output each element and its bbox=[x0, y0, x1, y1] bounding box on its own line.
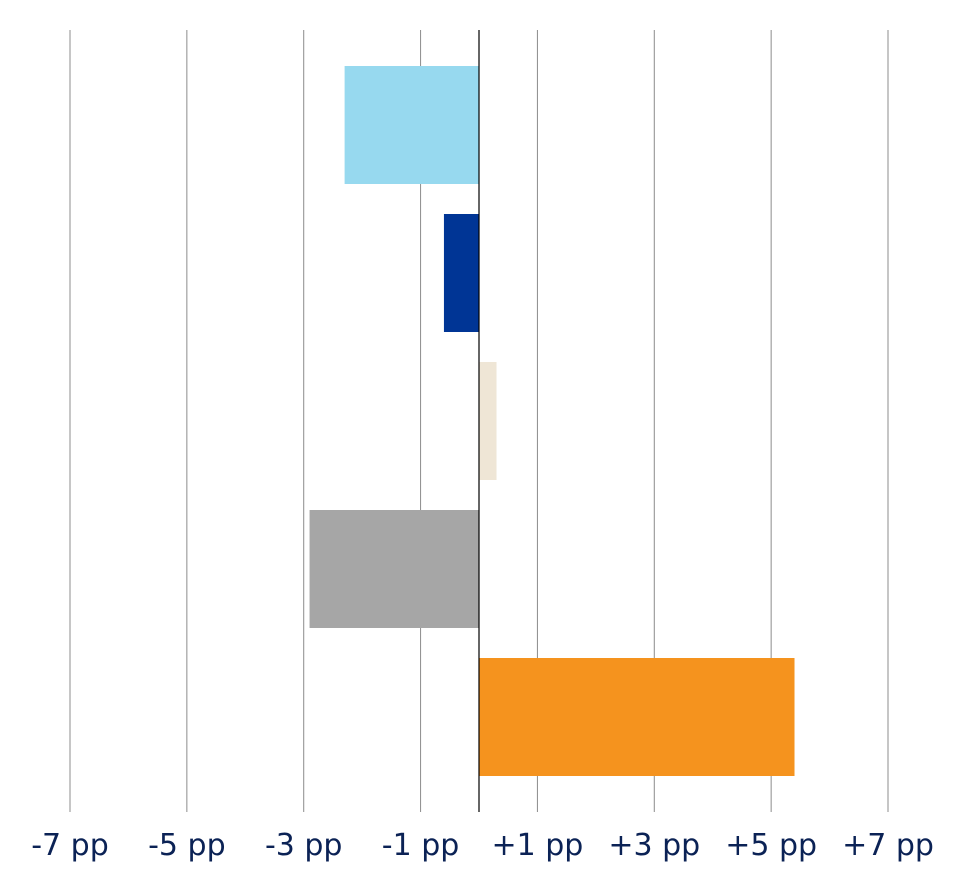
x-tick-label: +5 pp bbox=[725, 828, 817, 863]
x-tick-label: -5 pp bbox=[148, 828, 226, 863]
bar bbox=[309, 510, 479, 628]
bar bbox=[443, 214, 479, 332]
x-tick-label: +3 pp bbox=[608, 828, 700, 863]
bars bbox=[309, 66, 795, 776]
x-tick-label: -1 pp bbox=[382, 828, 460, 863]
bar bbox=[479, 362, 497, 480]
bar bbox=[344, 66, 479, 184]
x-tick-label: -7 pp bbox=[31, 828, 109, 863]
x-tick-label: +7 pp bbox=[842, 828, 934, 863]
x-tick-label: +1 pp bbox=[491, 828, 583, 863]
x-tick-label: -3 pp bbox=[265, 828, 343, 863]
x-tick-labels: -7 pp -5 pp -3 pp -1 pp +1 pp +3 pp +5 pp +7 pp bbox=[31, 828, 934, 863]
bar bbox=[479, 658, 795, 776]
